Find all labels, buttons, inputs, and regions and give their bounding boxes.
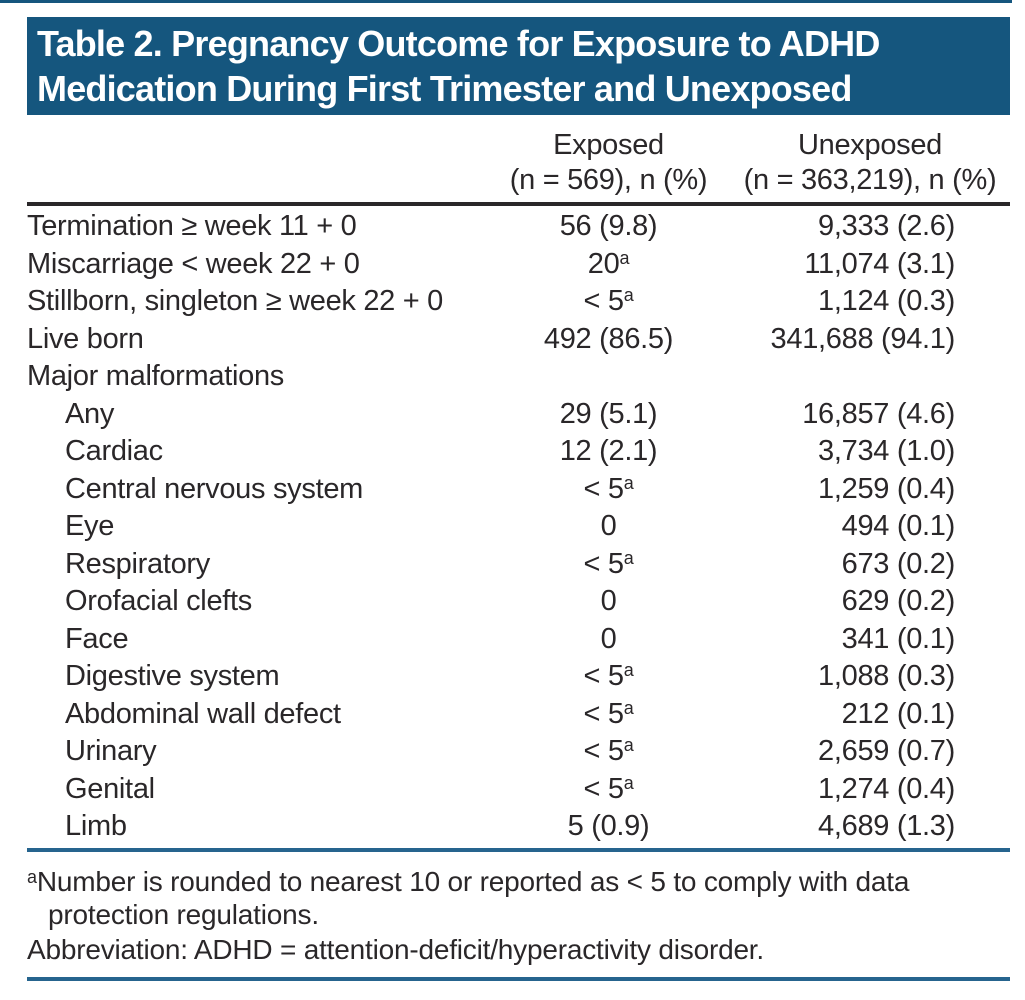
exposed-footnote-sup: a [623, 772, 634, 793]
table-row: Limb 5 (0.9) 4,689 (1.3) [27, 808, 1010, 846]
row-label: Orofacial clefts [65, 585, 252, 617]
row-label: Major malformations [27, 360, 284, 392]
table-row: Stillborn, singleton ≥ week 22 + 0 < 5a … [27, 283, 1010, 321]
unexposed-value-text: 673 (0.2) [841, 547, 956, 580]
row-label: Limb [65, 810, 127, 842]
exposed-value-text: 20 [587, 247, 620, 280]
table-row: Genital < 5a 1,274 (0.4) [27, 771, 1010, 809]
table-row: Digestive system < 5a 1,088 (0.3) [27, 658, 1010, 696]
row-label: Miscarriage < week 22 + 0 [27, 247, 360, 280]
table-row: Live born 492 (86.5) 341,688 (94.1) [27, 321, 1010, 359]
row-label: Cardiac [65, 435, 163, 467]
unexposed-value-text: 1,274 (0.4) [818, 772, 955, 805]
exposed-value-text: < 5 [583, 285, 625, 317]
table-row: Termination ≥ week 11 + 0 56 (9.8) 9,333… [27, 208, 1010, 246]
table-row: Major malformations [27, 358, 1010, 396]
row-label: Digestive system [65, 660, 280, 692]
table-row: Miscarriage < week 22 + 0 20a 11,074 (3.… [27, 246, 1010, 284]
column-header-exposed: Exposed (n = 569), n (%) [487, 128, 730, 198]
table-row: Abdominal wall defect < 5a 212 (0.1) [27, 696, 1010, 734]
exposed-value-text: 0 [600, 585, 617, 617]
exposed-value-text: 56 (9.8) [559, 210, 658, 242]
table-row: Orofacial clefts 0 629 (0.2) [27, 583, 1010, 621]
unexposed-value-text: 16,857 (4.6) [802, 397, 955, 430]
unexposed-value-text: 1,088 (0.3) [818, 660, 955, 692]
unexposed-value-text: 494 (0.1) [841, 510, 956, 542]
row-label: Genital [65, 772, 155, 805]
row-label: Eye [65, 510, 115, 542]
exposed-footnote-sup: a [623, 285, 634, 305]
column-header-row: Exposed (n = 569), n (%) Unexposed (n = … [27, 115, 1010, 202]
unexposed-value-text: 2,659 (0.7) [818, 735, 955, 767]
table-body: Termination ≥ week 11 + 0 56 (9.8) 9,333… [27, 206, 1010, 846]
unexposed-value-text: 11,074 (3.1) [804, 247, 955, 280]
exposed-value-text: < 5 [583, 660, 625, 692]
row-label: Any [65, 397, 115, 430]
exposed-footnote-sup: a [623, 472, 634, 493]
unexposed-value-text: 3,734 (1.0) [818, 435, 955, 467]
exposed-value-text: < 5 [583, 697, 625, 730]
column-header-spacer [27, 128, 487, 198]
footnote-top-rule [27, 847, 1010, 852]
footnote-a-text: Number is rounded to nearest 10 or repor… [36, 865, 910, 930]
unexposed-value-text: 9,333 (2.6) [818, 210, 955, 242]
column-header-exposed-label: Exposed [553, 129, 664, 161]
row-label: Urinary [65, 735, 157, 767]
row-label: Termination ≥ week 11 + 0 [27, 210, 357, 242]
exposed-value-text: 5 (0.9) [567, 810, 650, 842]
unexposed-value-text: 212 (0.1) [841, 697, 956, 730]
bottom-rule [27, 976, 1010, 981]
header-divider-rule [27, 202, 1010, 206]
row-label: Abdominal wall defect [65, 697, 341, 730]
exposed-value-text: 492 (86.5) [543, 322, 674, 355]
row-label: Face [65, 622, 129, 655]
table-row: Eye 0 494 (0.1) [27, 508, 1010, 546]
top-rule [0, 0, 1012, 3]
exposed-footnote-sup: a [619, 247, 630, 268]
table-title-line-1: Table 2. Pregnancy Outcome for Exposure … [37, 23, 880, 64]
unexposed-value-text: 341,688 (94.1) [770, 322, 956, 355]
column-header-unexposed-sub: (n = 363,219), n (%) [743, 164, 997, 196]
row-label: Respiratory [65, 547, 210, 580]
footnote-a: aNumber is rounded to nearest 10 or repo… [27, 865, 1010, 931]
table-title-line-2: Medication During First Trimester and Un… [37, 68, 852, 109]
row-label: Central nervous system [65, 472, 364, 505]
unexposed-value-text: 4,689 (1.3) [818, 810, 955, 842]
exposed-value-text: 29 (5.1) [559, 397, 658, 430]
table-title-bar: Table 2. Pregnancy Outcome for Exposure … [27, 17, 1010, 115]
column-header-unexposed-label: Unexposed [797, 129, 942, 161]
unexposed-value-text: 1,259 (0.4) [818, 472, 955, 505]
unexposed-value-text: 341 (0.1) [841, 622, 956, 655]
table-row: Central nervous system < 5a 1,259 (0.4) [27, 471, 1010, 509]
column-header-unexposed: Unexposed (n = 363,219), n (%) [730, 128, 1010, 198]
exposed-footnote-sup: a [623, 660, 634, 680]
table-container: Table 2. Pregnancy Outcome for Exposure … [27, 17, 1010, 981]
exposed-value-text: < 5 [583, 547, 625, 580]
exposed-footnote-sup: a [623, 735, 634, 755]
exposed-value-text: < 5 [583, 772, 625, 805]
footnote-abbreviation-text: Abbreviation: ADHD = attention-deficit/h… [27, 933, 764, 965]
table-row: Urinary < 5a 2,659 (0.7) [27, 733, 1010, 771]
exposed-value-text: < 5 [583, 735, 625, 767]
exposed-value-text: < 5 [583, 472, 625, 505]
footnotes: aNumber is rounded to nearest 10 or repo… [27, 852, 1010, 966]
table-row: Respiratory < 5a 673 (0.2) [27, 546, 1010, 584]
unexposed-value-text: 629 (0.2) [841, 585, 956, 617]
footnote-abbreviation: Abbreviation: ADHD = attention-deficit/h… [27, 933, 1010, 966]
exposed-footnote-sup: a [623, 697, 634, 718]
unexposed-value-text: 1,124 (0.3) [818, 285, 955, 317]
row-label: Stillborn, singleton ≥ week 22 + 0 [27, 285, 443, 317]
table-row: Face 0 341 (0.1) [27, 621, 1010, 659]
exposed-footnote-sup: a [623, 547, 634, 568]
exposed-value-text: 0 [600, 510, 617, 542]
exposed-value-text: 0 [600, 622, 617, 655]
table-row: Any 29 (5.1) 16,857 (4.6) [27, 396, 1010, 434]
table-row: Cardiac 12 (2.1) 3,734 (1.0) [27, 433, 1010, 471]
row-label: Live born [27, 322, 144, 355]
column-header-exposed-sub: (n = 569), n (%) [509, 164, 708, 196]
exposed-value-text: 12 (2.1) [559, 435, 658, 467]
footnote-a-marker: a [27, 866, 37, 887]
